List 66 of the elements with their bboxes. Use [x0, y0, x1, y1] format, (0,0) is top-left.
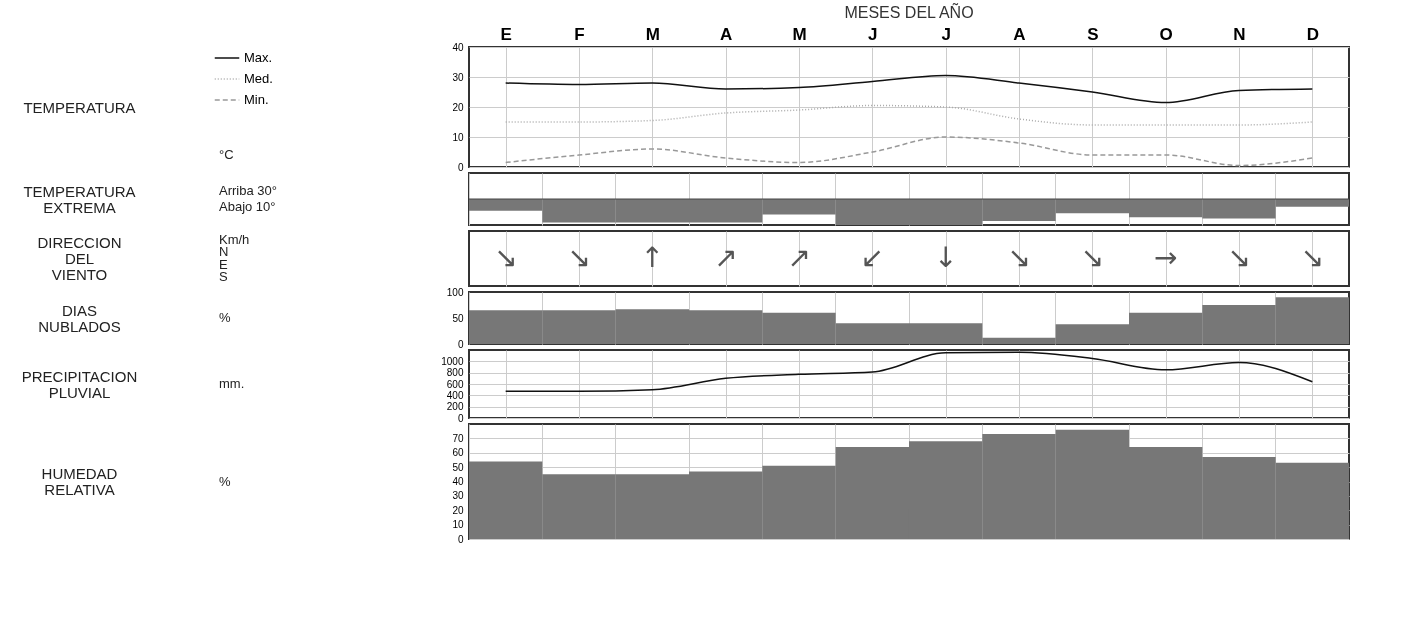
category-label: ↘: [1227, 240, 1251, 274]
y-tick-label: 600: [446, 378, 464, 390]
legend-label: Max.: [244, 50, 273, 65]
y-tick-label: 50: [452, 461, 464, 473]
text: DIRECCION DEL VIENTO: [37, 234, 122, 283]
x-tick-label: E: [500, 24, 512, 44]
y-axis-title: HUMEDAD RELATIVA: [41, 465, 118, 498]
y-tick-label: 0: [457, 338, 464, 350]
x-tick-label: S: [1087, 24, 1099, 44]
category-label: ↑: [640, 240, 665, 274]
category-label: ↙: [860, 240, 885, 274]
y-tick-label: 10: [452, 131, 464, 143]
y-tick-label: 400: [446, 389, 464, 401]
x-tick-label: M: [645, 24, 660, 44]
y-tick-label: 800: [446, 367, 464, 379]
y-axis-title: TEMPERATURA EXTREMA: [23, 182, 136, 216]
text: mm.: [219, 376, 245, 391]
y-tick-label: 10: [452, 519, 464, 531]
x-tick-label: D: [1306, 24, 1319, 44]
y-tick-label: 70: [452, 432, 464, 444]
text: %: [219, 473, 231, 489]
text: °C: [219, 147, 234, 162]
x-tick-label: F: [574, 24, 585, 44]
x-tick-label: J: [941, 24, 951, 44]
line-series: [504, 351, 1314, 393]
x-tick-label: O: [1159, 24, 1173, 44]
x-tick-label: J: [868, 24, 878, 44]
y-tick-label: 1000: [441, 355, 464, 367]
category-label: ↘: [1007, 240, 1031, 274]
category-label: ↘: [567, 240, 591, 274]
y-tick-label: 40: [452, 476, 464, 487]
y-tick-label: 30: [452, 490, 464, 502]
y-tick-label: 200: [446, 401, 464, 413]
y-axis-title: DIAS NUBLADOS: [38, 301, 121, 335]
y-axis-title: PRECIPITACION PLUVIAL: [21, 367, 138, 401]
category-label: ↘: [1080, 240, 1105, 274]
y-tick-label: 0: [457, 533, 464, 545]
category-label: ↗: [787, 240, 811, 274]
category-label: →: [1153, 240, 1178, 274]
y-tick-label: 60: [452, 447, 464, 459]
category-label: ↘: [493, 240, 518, 274]
line-series: [504, 104, 1314, 126]
category-label: ↓: [933, 240, 958, 274]
x-tick-label: M: [792, 24, 807, 44]
chart-title: MESES DEL AÑO: [844, 2, 974, 21]
text: %: [219, 310, 231, 325]
y-tick-label: 20: [452, 504, 464, 516]
x-tick-label: A: [720, 24, 733, 44]
text: Abajo 10°: [219, 199, 276, 214]
y-tick-label: 40: [452, 41, 464, 53]
y-tick-label: 0: [457, 412, 464, 424]
legend-label: Min.: [244, 92, 269, 107]
y-tick-label: 0: [457, 161, 464, 173]
y-tick-label: 20: [452, 101, 464, 113]
line-series: [504, 136, 1314, 167]
y-axis-title: TEMPERATURA: [23, 98, 136, 116]
category-label: ↘: [1300, 240, 1325, 274]
y-tick-label: 30: [452, 71, 464, 83]
y-tick-label: 100: [446, 286, 464, 298]
category-label: ↗: [713, 240, 738, 274]
y-tick-label: 50: [452, 312, 464, 324]
x-tick-label: A: [1013, 24, 1026, 44]
legend-label: Med.: [244, 71, 273, 86]
text: Arriba 30°: [219, 183, 277, 198]
x-tick-label: N: [1233, 24, 1246, 44]
line-series: [504, 74, 1314, 104]
